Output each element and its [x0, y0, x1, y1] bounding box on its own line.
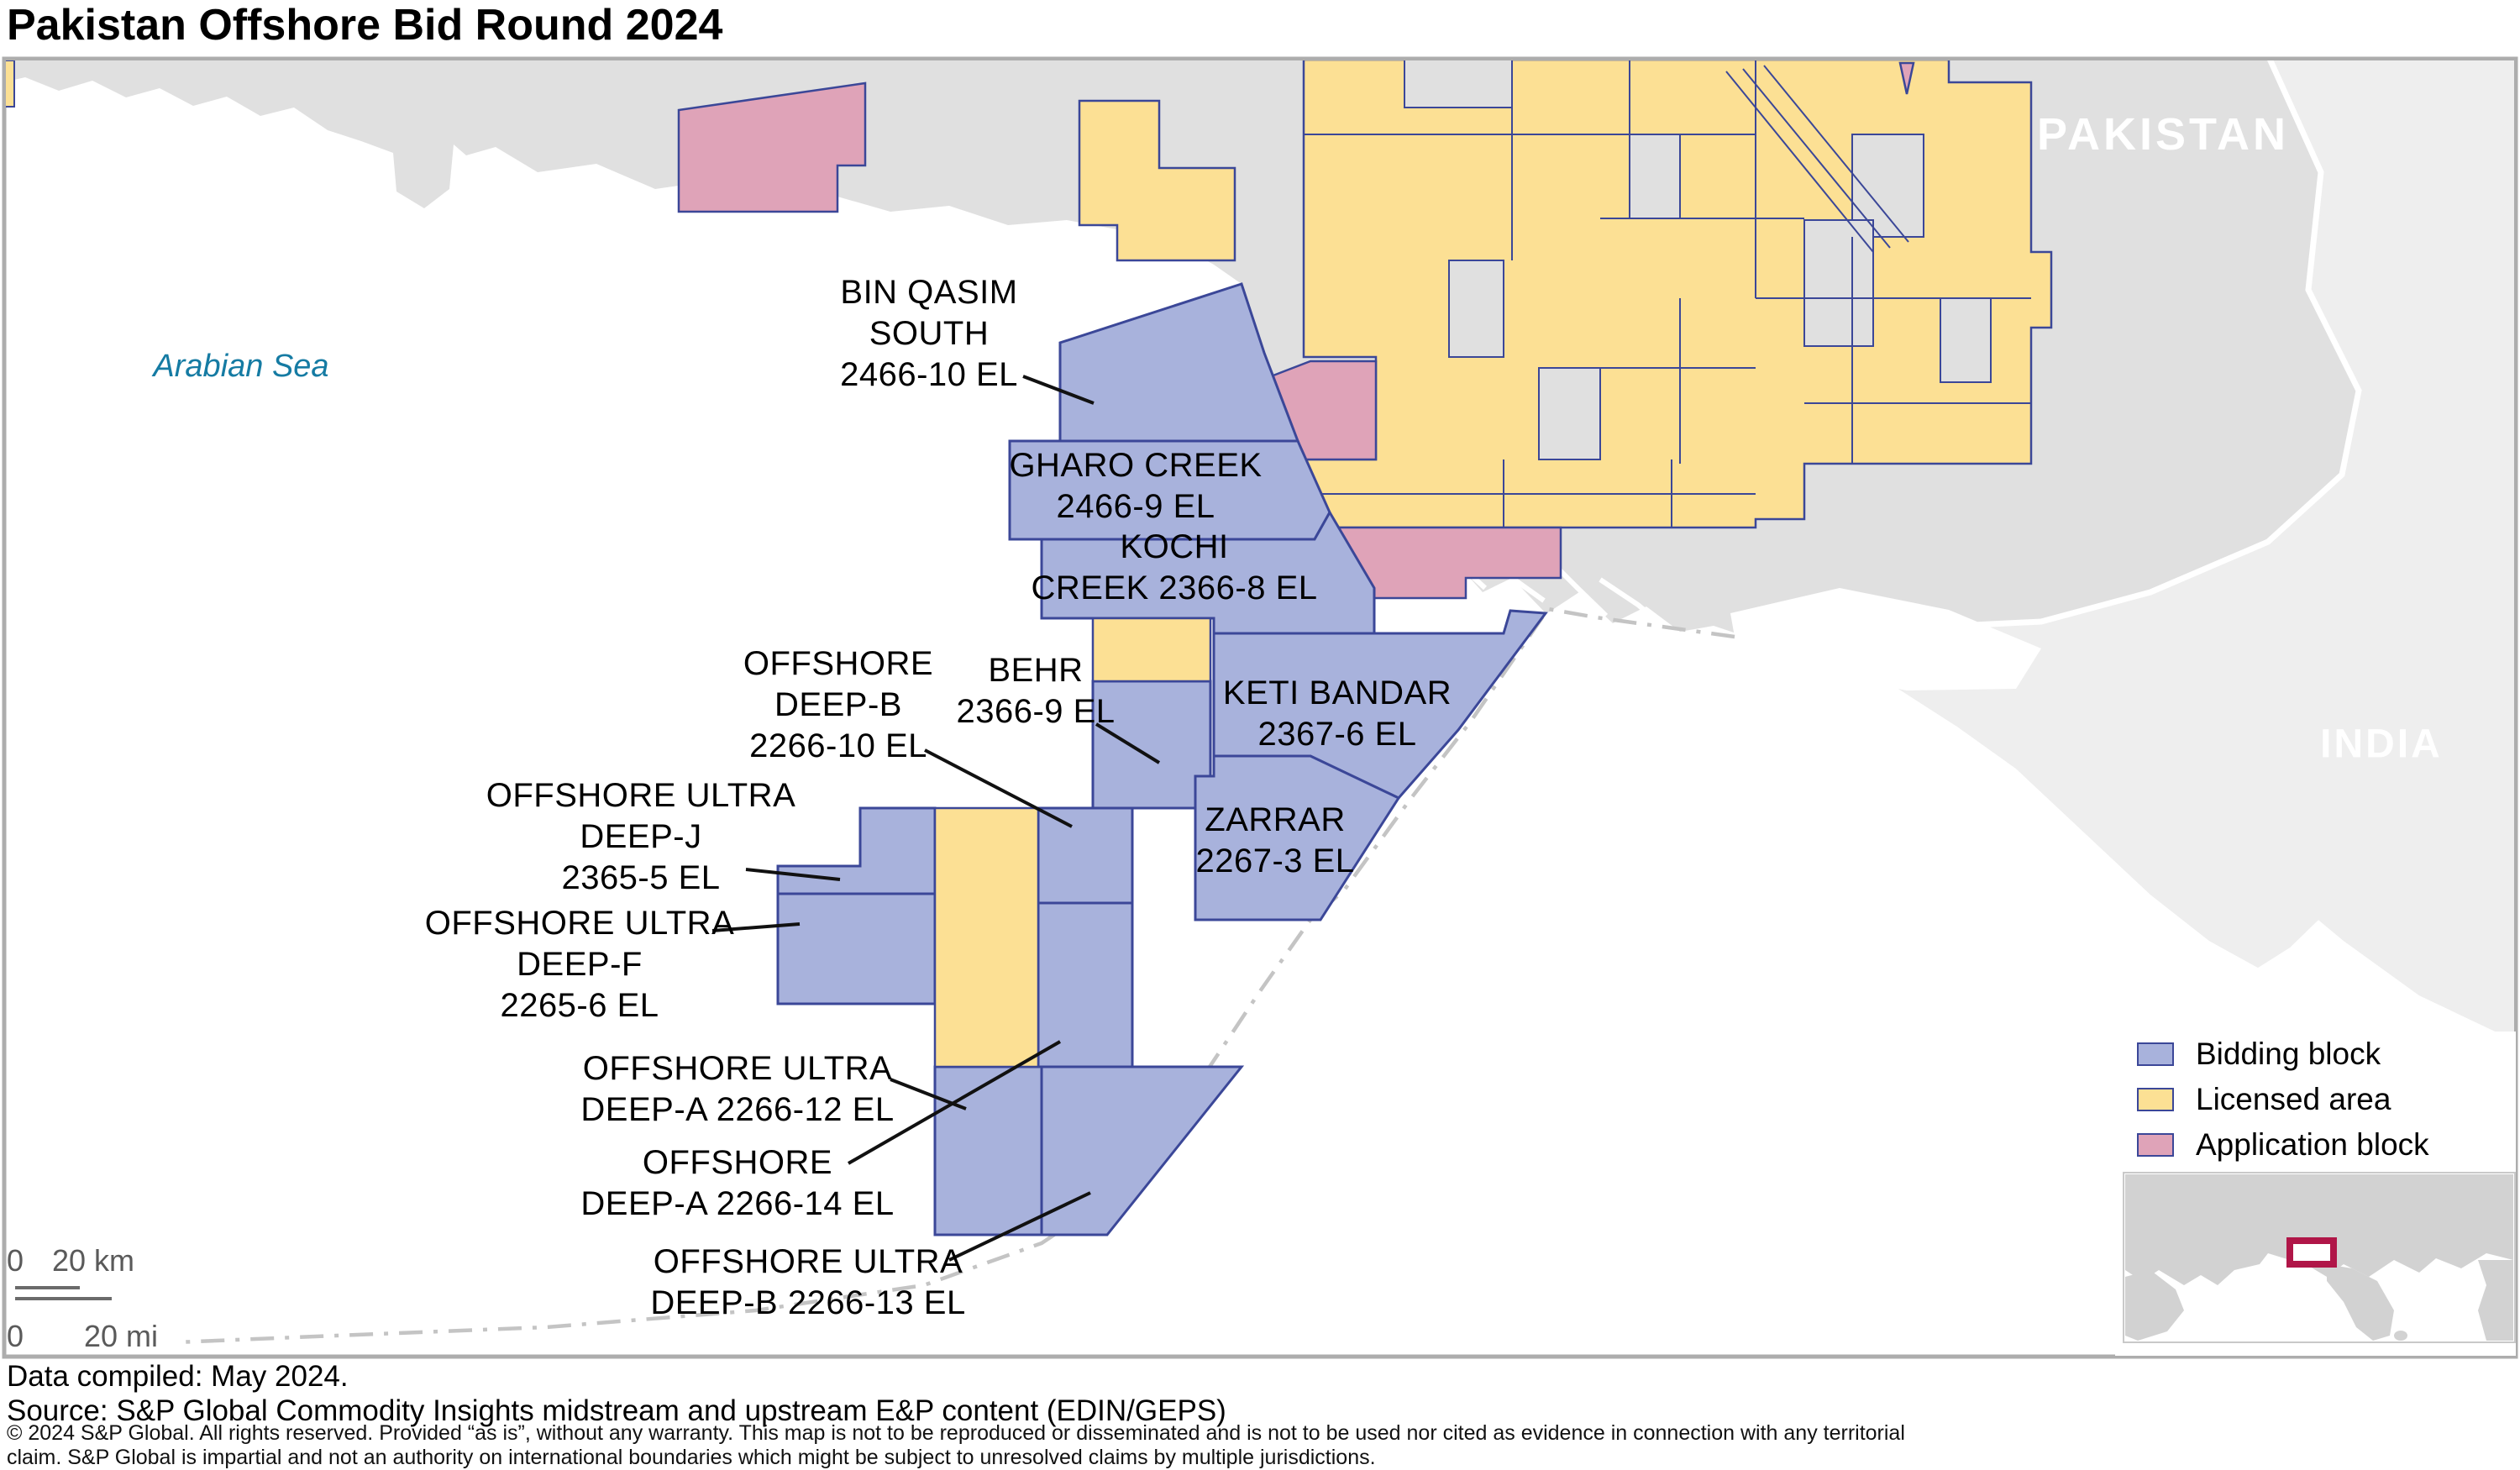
block-deep-a-ultra-b	[933, 1065, 1245, 1236]
block-label-kochi-creek: KOCHI CREEK 2366-8 EL	[1031, 528, 1318, 606]
legend-row-application: Application block	[2124, 1122, 2515, 1168]
block-label-ultra-deep-j: OFFSHORE ULTRA DEEP-J 2365-5 EL	[486, 777, 796, 896]
page-title: Pakistan Offshore Bid Round 2024	[7, 1, 723, 50]
legend-row-bidding: Bidding block	[2124, 1032, 2515, 1077]
bidding-blocks	[776, 282, 1548, 1236]
application-block-swatch	[2137, 1133, 2174, 1157]
scale-km-label: 20 km	[52, 1243, 135, 1278]
block-label-ultra-deep-a: OFFSHORE ULTRA DEEP-A 2266-12 EL	[580, 1050, 895, 1128]
legend-label-licensed: Licensed area	[2196, 1082, 2391, 1116]
licensed-area-field	[6, 60, 2053, 529]
india-landmass	[1802, 60, 2514, 1041]
bidding-block-swatch	[2137, 1042, 2174, 1066]
scale-km-zero: 0	[7, 1243, 24, 1278]
footer-disclaimer: © 2024 S&P Global. All rights reserved. …	[7, 1421, 1905, 1470]
rann-marsh	[1730, 588, 2041, 690]
footer: Data compiled: May 2024. Source: S&P Glo…	[7, 1359, 1226, 1428]
legend-label-bidding: Bidding block	[2196, 1037, 2381, 1071]
scale-km-row: 0 20 km	[7, 1243, 134, 1278]
inset-locator-map	[2123, 1172, 2516, 1343]
sea-label: Arabian Sea	[153, 349, 329, 384]
block-behr	[1091, 680, 1212, 810]
block-label-ultra-deep-b: OFFSHORE ULTRA DEEP-B 2266-13 EL	[650, 1243, 966, 1321]
block-label-behr: BEHR 2366-9 EL	[956, 652, 1116, 730]
scale-mi-row: 0 20 mi	[7, 1319, 158, 1354]
application-block-sliver	[1898, 61, 1915, 95]
block-label-offshore-deep-a: OFFSHORE DEEP-A 2266-14 EL	[580, 1144, 895, 1222]
licensed-offshore	[933, 617, 1212, 1068]
block-label-zarrar: ZARRAR 2267-3 EL	[1195, 801, 1355, 879]
block-label-offshore-deep-b: OFFSHORE DEEP-B 2266-10 EL	[743, 645, 934, 764]
label-leader-lines	[711, 375, 1161, 1262]
country-label-pakistan: PAKISTAN	[2037, 109, 2289, 160]
block-col-right	[1037, 806, 1134, 1068]
application-block-offshore	[677, 81, 867, 213]
legend: Bidding block Licensed area Application …	[2124, 1032, 2515, 1168]
block-label-gharo-creek: GHARO CREEK 2466-9 EL	[1009, 447, 1263, 525]
block-label-keti-bandar: KETI BANDAR 2367-6 EL	[1222, 675, 1452, 753]
scale-bar-lines	[15, 1286, 112, 1300]
footer-source: Source: S&P Global Commodity Insights mi…	[7, 1394, 1226, 1427]
disclaimer-line-1: © 2024 S&P Global. All rights reserved. …	[7, 1421, 1905, 1445]
licensed-area-swatch	[2137, 1088, 2174, 1111]
block-label-bin-qasim-south: BIN QASIM SOUTH 2466-10 EL	[840, 274, 1018, 393]
footer-compiled: Data compiled: May 2024.	[7, 1360, 349, 1393]
legend-row-licensed: Licensed area	[2124, 1077, 2515, 1122]
legend-label-application: Application block	[2196, 1127, 2429, 1162]
disclaimer-line-2: claim. S&P Global is impartial and not a…	[7, 1446, 1376, 1469]
inset-highlight-rect	[2286, 1237, 2337, 1268]
block-label-ultra-deep-f: OFFSHORE ULTRA DEEP-F 2265-6 EL	[424, 905, 735, 1024]
scale-mi-label: 20 mi	[84, 1319, 159, 1353]
country-label-india: INDIA	[2320, 722, 2443, 767]
block-zarrar	[1194, 754, 1401, 921]
scale-mi-zero: 0	[7, 1319, 24, 1353]
